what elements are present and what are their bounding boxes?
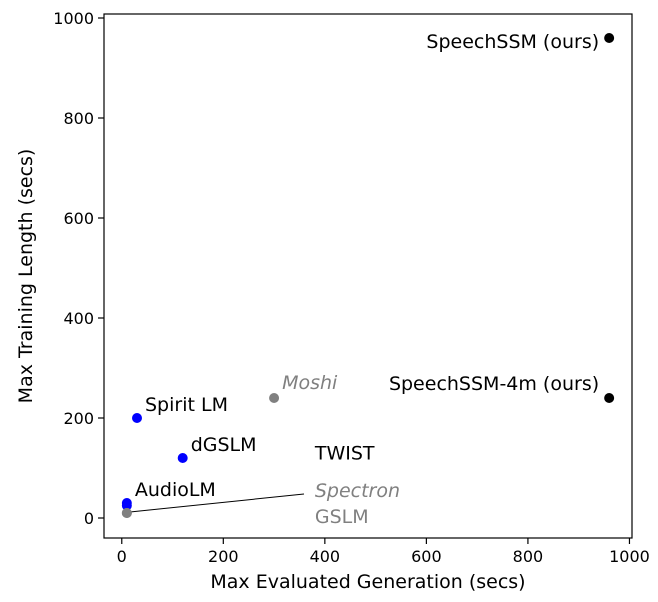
axis-ticks: 0 200 400 600 800 1000 0 200 400 600 800 1000	[53, 9, 650, 566]
point-spirit-lm	[132, 413, 142, 423]
data-points	[121, 33, 615, 518]
y-tick-label-4: 800	[63, 109, 94, 128]
label-spectron: Spectron	[315, 480, 400, 502]
point-twist	[121, 500, 132, 511]
label-spirit-lm: Spirit LM	[145, 394, 228, 416]
y-tick-label-1: 200	[63, 409, 94, 428]
plot-frame	[103, 13, 633, 539]
x-tick-label-4: 800	[513, 547, 544, 566]
point-moshi	[269, 393, 280, 403]
label-speechssm-ours: SpeechSSM (ours)	[426, 31, 599, 53]
x-tick-label-3: 600	[411, 547, 442, 566]
y-tick-label-5: 1000	[53, 9, 94, 28]
label-speechssm-4m-ours: SpeechSSM-4m (ours)	[389, 373, 599, 395]
x-tick-label-0: 0	[117, 547, 127, 566]
y-tick-label-3: 600	[63, 209, 94, 228]
label-gslm: GSLM	[315, 506, 369, 528]
x-tick-label-1: 200	[208, 547, 239, 566]
annotation-leader	[129, 493, 305, 513]
y-axis-label: Max Training Length (secs)	[15, 149, 37, 404]
y-tick-label-2: 400	[63, 309, 94, 328]
x-axis-label: Max Evaluated Generation (secs)	[210, 571, 525, 593]
point-speechssm-ours	[604, 33, 615, 43]
label-audiolm: AudioLM	[135, 479, 216, 501]
label-dgslm: dGSLM	[191, 434, 257, 456]
x-tick-label-5: 1000	[609, 547, 650, 566]
point-gslm	[121, 508, 132, 518]
label-twist: TWIST	[314, 443, 375, 465]
spectron-leader-line	[129, 493, 305, 513]
x-tick-label-2: 400	[310, 547, 341, 566]
point-labels: SpeechSSM (ours) SpeechSSM-4m (ours) Moshi…	[135, 31, 599, 528]
y-tick-label-0: 0	[84, 509, 94, 528]
label-moshi: Moshi	[282, 372, 338, 394]
point-speechssm-4m-ours	[604, 393, 615, 403]
point-dgslm	[177, 453, 188, 463]
